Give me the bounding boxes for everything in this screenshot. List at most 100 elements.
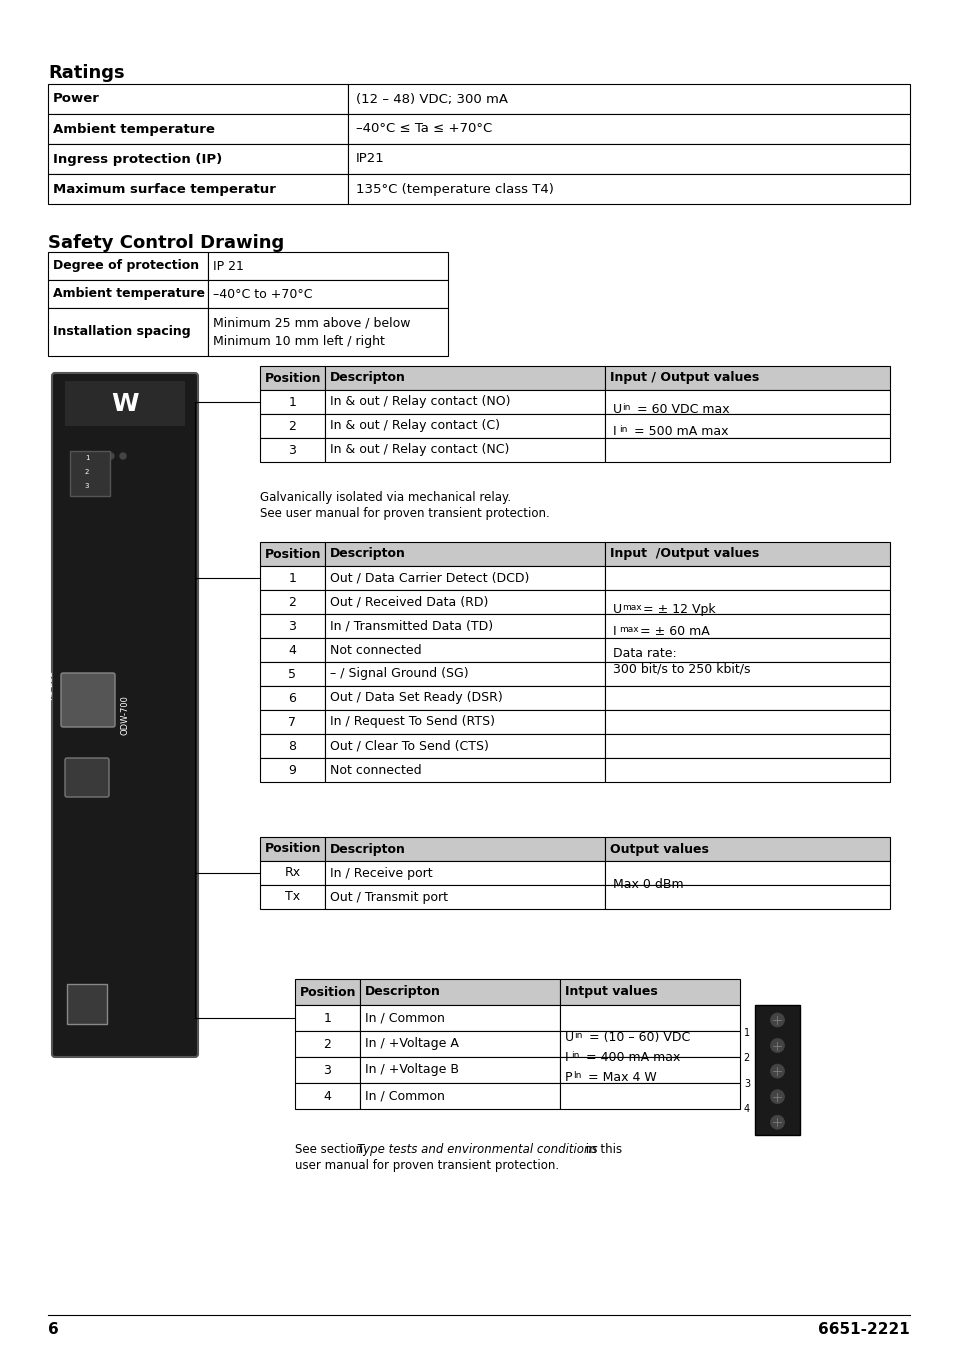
Text: Ambient temperature: Ambient temperature: [53, 122, 214, 135]
Bar: [260, 686, 325, 709]
Text: user manual for proven transient protection.: user manual for proven transient protect…: [294, 1159, 558, 1173]
Bar: [208, 280, 448, 307]
Text: In: In: [573, 1071, 580, 1080]
Bar: [208, 307, 448, 356]
Text: 1: 1: [288, 395, 296, 409]
Bar: [260, 638, 325, 662]
Bar: [325, 542, 604, 566]
Text: Input  /Output values: Input /Output values: [609, 547, 759, 561]
Circle shape: [120, 454, 126, 459]
Text: Out / Data Set Ready (DSR): Out / Data Set Ready (DSR): [330, 692, 502, 704]
Bar: [260, 590, 325, 613]
Text: Out / Data Carrier Detect (DCD): Out / Data Carrier Detect (DCD): [330, 571, 529, 585]
Text: = 60 VDC max: = 60 VDC max: [633, 403, 729, 416]
Text: = ± 12 Vpk: = ± 12 Vpk: [639, 603, 715, 616]
Bar: [604, 709, 889, 734]
Circle shape: [108, 454, 113, 459]
Bar: [604, 758, 889, 783]
Bar: [260, 366, 325, 390]
Text: U: U: [613, 603, 621, 616]
Text: Installation spacing: Installation spacing: [53, 325, 191, 338]
Bar: [604, 686, 889, 709]
Text: Position: Position: [265, 547, 321, 561]
Bar: [260, 414, 325, 437]
Text: I: I: [564, 1051, 568, 1064]
Circle shape: [770, 1064, 783, 1078]
Bar: [348, 84, 909, 114]
Bar: [208, 252, 448, 280]
Text: 1: 1: [288, 571, 296, 585]
Bar: [559, 1057, 740, 1083]
Bar: [604, 638, 889, 662]
Text: Input / Output values: Input / Output values: [609, 371, 759, 385]
Bar: [348, 144, 909, 175]
Text: in: in: [618, 425, 627, 435]
Bar: [325, 837, 604, 861]
Bar: [325, 638, 604, 662]
Text: Not connected: Not connected: [330, 643, 421, 657]
Bar: [325, 662, 604, 686]
Text: = 400 mA max: = 400 mA max: [581, 1051, 679, 1064]
Bar: [325, 686, 604, 709]
Text: Galvanically isolated via mechanical relay.: Galvanically isolated via mechanical rel…: [260, 492, 511, 504]
Text: 3: 3: [288, 444, 296, 456]
Text: IP21: IP21: [355, 153, 384, 165]
Text: In / +Voltage B: In / +Voltage B: [365, 1063, 458, 1076]
Text: U: U: [613, 403, 621, 416]
Bar: [294, 1057, 359, 1083]
Text: P: P: [564, 1071, 572, 1085]
Text: Minimum 10 mm left / right: Minimum 10 mm left / right: [213, 334, 384, 348]
Bar: [604, 662, 889, 686]
Text: Out / Transmit port: Out / Transmit port: [330, 891, 448, 903]
Text: 5: 5: [288, 668, 296, 681]
Bar: [260, 613, 325, 638]
Text: –40°C ≤ Ta ≤ +70°C: –40°C ≤ Ta ≤ +70°C: [355, 122, 492, 135]
Bar: [260, 662, 325, 686]
Bar: [325, 734, 604, 758]
FancyBboxPatch shape: [65, 758, 109, 798]
Text: 3: 3: [743, 1079, 749, 1089]
Bar: [325, 366, 604, 390]
Bar: [48, 84, 348, 114]
Text: Degree of protection: Degree of protection: [53, 260, 199, 272]
Text: Maximum surface temperatur: Maximum surface temperatur: [53, 183, 275, 195]
Bar: [559, 1083, 740, 1109]
Bar: [359, 979, 559, 1005]
Bar: [325, 566, 604, 590]
Bar: [294, 1030, 359, 1057]
FancyBboxPatch shape: [61, 673, 115, 727]
Bar: [260, 861, 325, 886]
Bar: [48, 307, 208, 356]
Text: 6: 6: [288, 692, 296, 704]
Bar: [294, 979, 359, 1005]
Text: Descripton: Descripton: [330, 547, 405, 561]
Bar: [604, 590, 889, 613]
Bar: [348, 175, 909, 204]
Bar: [48, 252, 208, 280]
Text: 3: 3: [323, 1063, 331, 1076]
Bar: [70, 451, 110, 496]
Text: = Max 4 W: = Max 4 W: [583, 1071, 656, 1085]
Bar: [604, 566, 889, 590]
Text: W: W: [112, 393, 139, 416]
Circle shape: [770, 1013, 783, 1026]
Bar: [559, 979, 740, 1005]
Circle shape: [84, 454, 90, 459]
Text: Type tests and environmental conditions: Type tests and environmental conditions: [356, 1143, 597, 1156]
Text: in: in: [574, 1030, 581, 1040]
Text: See section: See section: [294, 1143, 367, 1156]
Text: 4: 4: [743, 1105, 749, 1114]
Text: In / Receive port: In / Receive port: [330, 867, 432, 880]
Text: 2: 2: [288, 596, 296, 608]
Text: See user manual for proven transient protection.: See user manual for proven transient pro…: [260, 506, 549, 520]
Text: Max 0 dBm: Max 0 dBm: [613, 879, 683, 891]
Bar: [294, 1083, 359, 1109]
Text: Position: Position: [265, 371, 321, 385]
Text: In & out / Relay contact (C): In & out / Relay contact (C): [330, 420, 499, 432]
Bar: [604, 366, 889, 390]
Bar: [325, 861, 604, 886]
Bar: [325, 886, 604, 909]
Text: in: in: [621, 403, 630, 412]
Bar: [604, 734, 889, 758]
Text: Out / Received Data (RD): Out / Received Data (RD): [330, 596, 488, 608]
